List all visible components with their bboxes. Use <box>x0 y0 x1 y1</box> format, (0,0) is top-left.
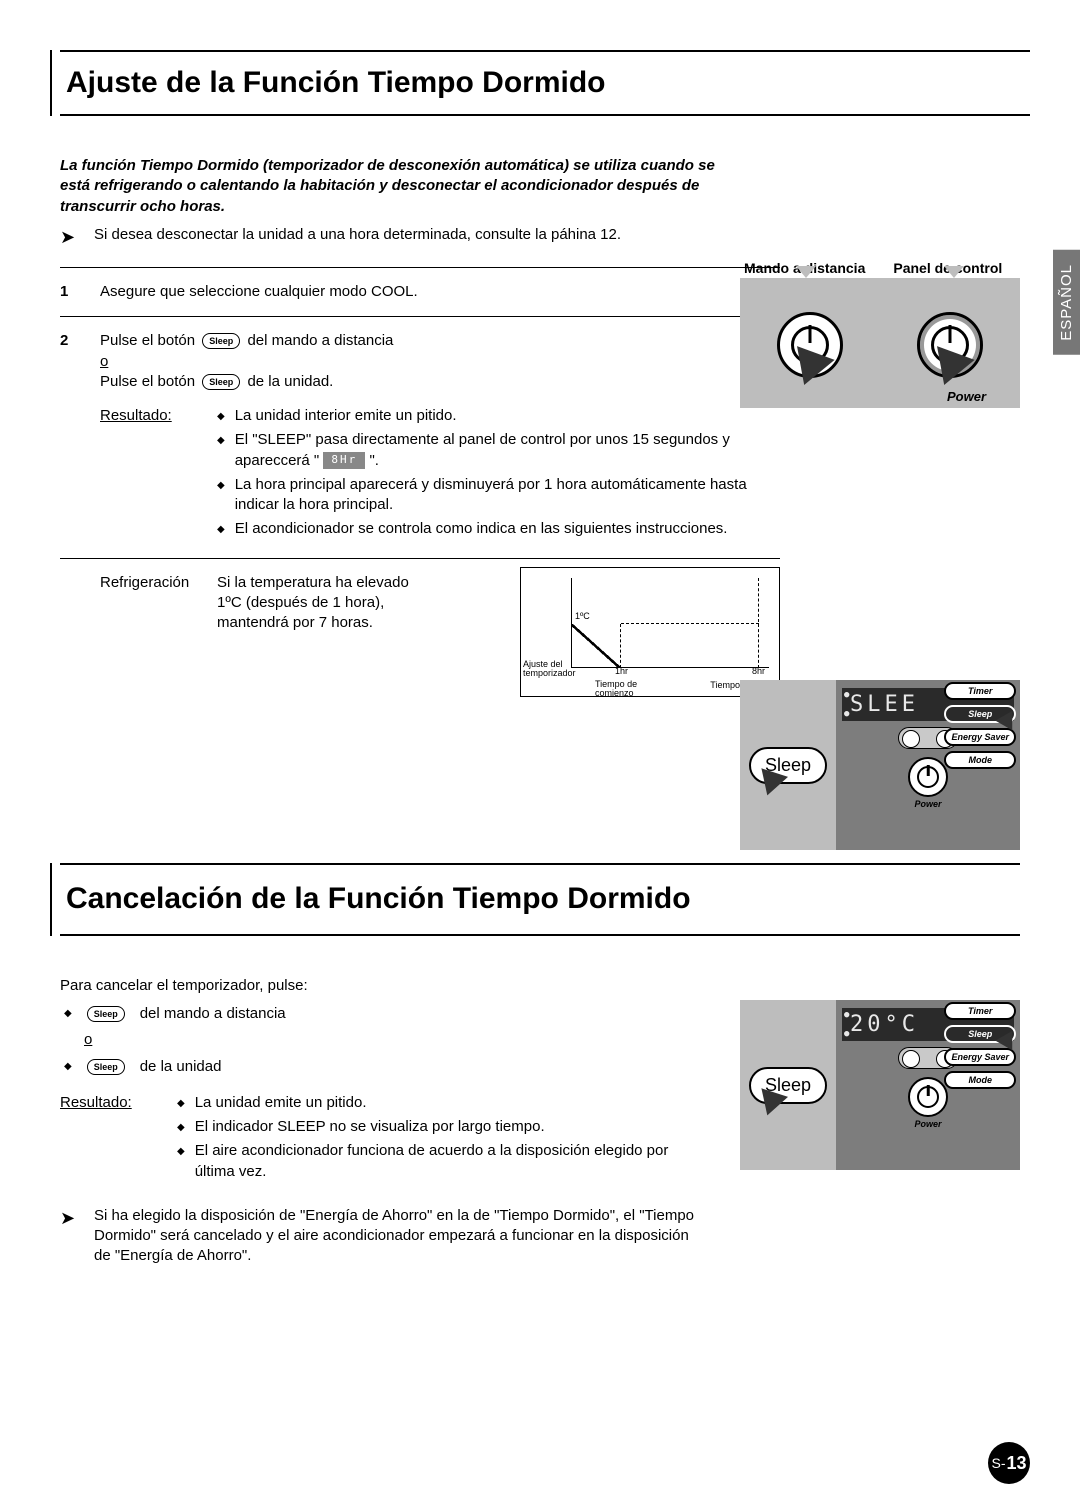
step1-num: 1 <box>60 282 84 302</box>
section1-note: Si desea desconectar la unidad a una hor… <box>94 225 621 245</box>
sleep-pill-icon: Sleep <box>87 1059 125 1075</box>
panel-figure-temp: Sleep ●●20°C Power Timer Sleep Energy Sa… <box>740 1000 1020 1170</box>
temperature-chart: 1ºC Ajuste del temporizador 1hr Tiempo d… <box>520 567 780 697</box>
result2-label: Resultado: <box>60 1093 165 1113</box>
power-label: Power <box>947 389 986 404</box>
cancel-b2: Sleep de la unidad <box>60 1057 700 1077</box>
panel-power-button[interactable] <box>908 1077 948 1117</box>
mode-button[interactable]: Mode <box>944 1071 1016 1089</box>
step2-line1: Pulse el botón Sleep del mando a distanc… <box>100 331 780 351</box>
timer-button[interactable]: Timer <box>944 682 1016 700</box>
sleep-pill-icon: Sleep <box>202 333 240 349</box>
pointer-icon: ➤ <box>60 225 80 249</box>
refrigeration-label: Refrigeración <box>100 573 205 593</box>
section2-intro: Para cancelar el temporizador, pulse: <box>60 976 700 996</box>
r2-b2: El indicador SLEEP no se visualiza por l… <box>195 1117 545 1137</box>
pointer-icon: ➤ <box>60 1206 80 1230</box>
step2-line2: Pulse el botón Sleep de la unidad. <box>100 372 780 392</box>
panel-power-button[interactable] <box>908 757 948 797</box>
refrigeration-text: Si la temperatura ha elevado 1ºC (despué… <box>217 573 427 634</box>
language-tab: ESPAÑOL <box>1053 250 1080 355</box>
result-b3: La hora principal aparecerá y disminuyer… <box>235 475 780 516</box>
page-number: S-13 <box>988 1442 1030 1484</box>
result-b1: La unidad interior emite un pitido. <box>235 406 457 426</box>
result-label: Resultado: <box>100 406 205 426</box>
timer-button[interactable]: Timer <box>944 1002 1016 1020</box>
power-figure: Power <box>740 278 1020 408</box>
result-b4: El acondicionador se controla como indic… <box>235 519 728 539</box>
step2-a: Pulse el botón <box>100 332 199 349</box>
r2-b1: La unidad emite un pitido. <box>195 1093 367 1113</box>
step2-num: 2 <box>60 331 84 351</box>
sleep-pill-icon: Sleep <box>202 374 240 390</box>
cancel-or: o <box>84 1030 700 1050</box>
sleep-pill-icon: Sleep <box>87 1006 125 1022</box>
result-b2: El "SLEEP" pasa directamente al panel de… <box>235 430 780 471</box>
step2-c: Pulse el botón <box>100 373 199 390</box>
r2-b3: El aire acondicionador funciona de acuer… <box>195 1141 700 1182</box>
step1-text: Asegure que seleccione cualquier modo CO… <box>100 282 780 302</box>
step2-b: del mando a distancia <box>247 332 393 349</box>
section1-intro: La función Tiempo Dormido (temporizador … <box>60 156 740 217</box>
panel-figure-sleep: Sleep ●●SLEE Power Timer Sleep Energy Sa… <box>740 680 1020 850</box>
section2-title: Cancelación de la Función Tiempo Dormido <box>66 879 1020 920</box>
lcd-chip-icon: 8Hr <box>323 452 365 469</box>
step2-or: o <box>100 352 780 372</box>
section2-footnote: Si ha elegido la disposición de "Energía… <box>94 1206 700 1267</box>
step2-d: de la unidad. <box>247 373 333 390</box>
cancel-b1: Sleep del mando a distancia <box>60 1004 700 1024</box>
section1-title: Ajuste de la Función Tiempo Dormido <box>66 66 1030 100</box>
mode-button[interactable]: Mode <box>944 751 1016 769</box>
